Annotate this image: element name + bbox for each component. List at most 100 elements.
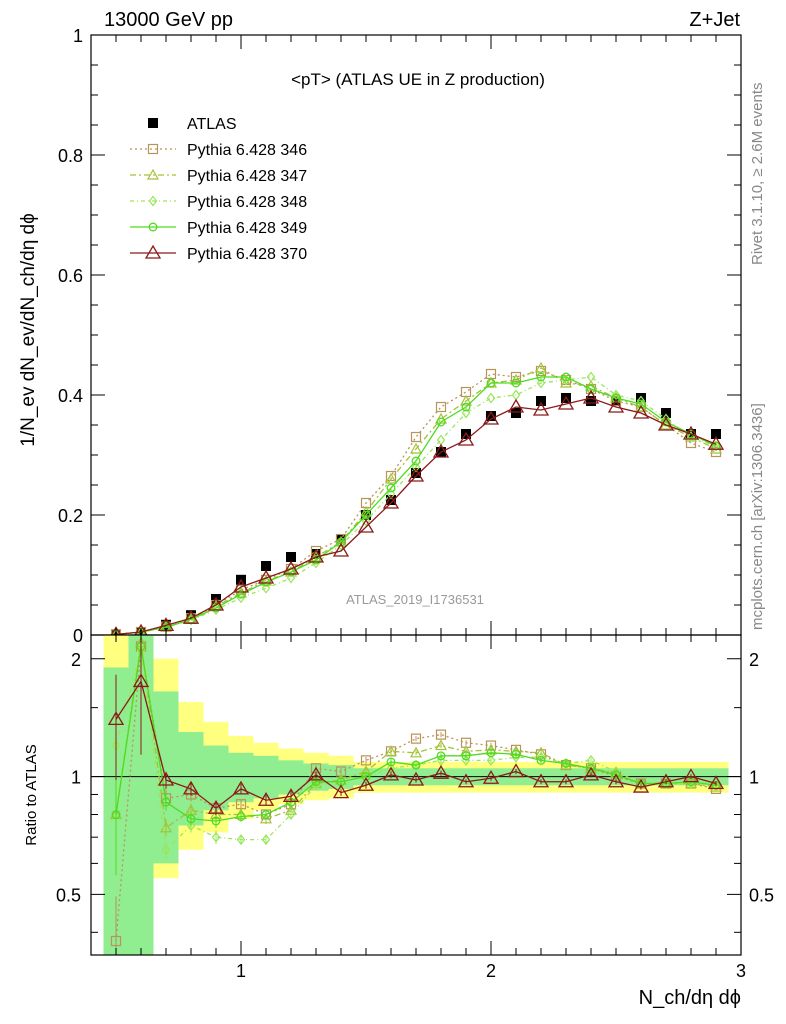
main-ticks: 0 0.2 0.4 0.6 0.8 1: [58, 26, 741, 646]
ratio-point-p347-12: [409, 746, 423, 758]
point-p370-21: [632, 404, 650, 419]
point-atlas-6: [261, 561, 271, 571]
legend-marker-p370: [144, 244, 162, 259]
ratio-point-p370-17: [532, 773, 550, 788]
point-atlas-15: [486, 411, 496, 421]
point-p349-20: [611, 393, 621, 403]
point-p370-17: [532, 401, 550, 416]
ratio-point-p349-4: [211, 816, 221, 826]
ratio-point-p349-0: [111, 810, 121, 819]
ratio-bands: [103, 635, 729, 955]
ratio-point-p349-15: [486, 748, 496, 758]
point-p348-14: [461, 407, 471, 419]
legend-label-p347: Pythia 6.428 347: [187, 168, 307, 185]
point-atlas-19: [586, 396, 596, 406]
legend-label-p346: Pythia 6.428 346: [187, 142, 307, 159]
point-p370-14: [457, 431, 475, 446]
point-p370-11: [382, 494, 400, 509]
ratio-ytick-label: 0.5: [56, 885, 81, 905]
ratio-point-p349-5: [236, 812, 246, 822]
point-atlas-9: [336, 534, 346, 544]
legend-marker-p347: [146, 168, 160, 180]
ratio-point-p349-18: [561, 759, 571, 768]
ratio-point-p349-10: [361, 772, 371, 782]
ratio-ticks: 0.5 0.5 1 1 2 2 1 2 3: [56, 635, 774, 981]
series-line-p370: [115, 397, 717, 636]
legend-marker-p348: [148, 195, 158, 207]
ratio-point-p346-0: [110, 935, 122, 947]
point-p348-12: [411, 461, 421, 473]
ratio-point-p370-11: [382, 766, 400, 781]
legend-label-p370: Pythia 6.428 370: [187, 246, 307, 263]
ratio-point-p370-4: [207, 799, 225, 814]
ratio-point-p370-14: [457, 773, 475, 788]
mcplots-label: mcplots.cern.ch [arXiv:1306.3436]: [749, 403, 766, 630]
legend-marker-p349: [148, 222, 158, 232]
point-atlas-21: [636, 393, 646, 403]
point-atlas-22: [661, 408, 671, 418]
ratio-point-p370-16: [507, 763, 525, 778]
ratio-point-p349-6: [261, 810, 271, 819]
point-p348-17: [536, 377, 546, 389]
ratio-point-p370-2: [157, 771, 175, 786]
point-p346-11: [385, 470, 397, 482]
ratio-point-p348-2: [161, 844, 171, 856]
ratio-point-p348-15: [486, 754, 496, 766]
point-p349-18: [561, 372, 571, 382]
main-ylabel: 1/N_ev dN_ev/dN_ch/dη dϕ: [18, 213, 39, 447]
main-ytick-label: 0.6: [58, 266, 83, 286]
point-p346-16: [510, 371, 522, 383]
ratio-point-p349-16: [511, 749, 521, 759]
ratio-point-p349-14: [461, 751, 471, 761]
point-p346-13: [435, 401, 447, 413]
watermark: ATLAS_2019_I1736531: [346, 592, 484, 607]
point-p349-14: [461, 402, 471, 412]
point-p370-10: [357, 518, 375, 533]
ratio-point-p370-20: [607, 773, 625, 788]
point-p370-3: [182, 609, 200, 624]
header-process: Z+Jet: [689, 9, 740, 31]
point-p370-15: [482, 410, 500, 425]
ratio-point-p370-19: [582, 766, 600, 781]
ratio-point-p370-6: [257, 791, 275, 806]
point-p346-8: [310, 545, 322, 557]
ratio-point-p370-21: [632, 778, 650, 793]
header-energy: 13000 GeV pp: [104, 9, 233, 31]
ratio-point-p349-20: [611, 770, 621, 780]
point-p348-4: [211, 604, 221, 616]
ratio-point-p348-24: [711, 779, 721, 791]
point-p349-19: [586, 384, 596, 394]
point-p370-24: [707, 435, 725, 450]
point-p349-9: [336, 537, 346, 547]
series-line-p348: [115, 376, 717, 636]
ratio-point-p349-2: [161, 797, 171, 807]
ratio-point-p370-12: [407, 771, 425, 786]
main-ytick-label: 0.4: [58, 386, 83, 406]
main-ytick-label: 1: [73, 26, 83, 46]
ratio-point-p370-15: [482, 769, 500, 784]
ratio-point-p348-16: [511, 751, 521, 763]
main-marks: [107, 361, 725, 641]
point-p349-17: [536, 372, 546, 382]
point-atlas-12: [411, 468, 421, 478]
legend-label-p348: Pythia 6.428 348: [187, 194, 307, 211]
point-p370-12: [407, 467, 425, 482]
ratio-point-p349-17: [536, 755, 546, 765]
series-line-p347: [115, 367, 717, 636]
ratio-point-p349-13: [436, 751, 446, 761]
xtick-label: 3: [736, 961, 746, 981]
ratio-point-p370-10: [357, 776, 375, 791]
ratio-point-p370-24: [707, 775, 725, 790]
point-p370-6: [257, 569, 275, 584]
legend-label-data: ATLAS: [187, 116, 237, 133]
point-p370-8: [307, 548, 325, 563]
rivet-label: Rivet 3.1.10, ≥ 2.6M events: [749, 83, 766, 266]
ratio-point-p346-12: [410, 733, 422, 744]
point-atlas-24: [711, 429, 721, 439]
legend: ATLAS Pythia 6.428 346 Pythia 6.428 347 Pyt…: [130, 116, 307, 263]
point-p370-18: [557, 395, 575, 410]
ratio-point-p370-9: [332, 784, 350, 799]
band-inner: [203, 745, 229, 811]
point-p349-8: [311, 555, 321, 565]
point-p349-16: [511, 378, 521, 388]
